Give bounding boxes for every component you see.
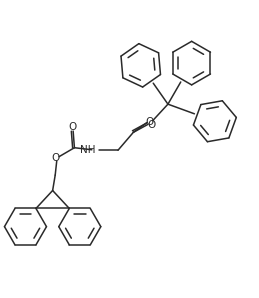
Text: O: O — [145, 117, 153, 127]
Text: O: O — [51, 153, 60, 163]
Text: O: O — [147, 120, 155, 130]
Text: NH: NH — [80, 145, 96, 155]
Text: O: O — [68, 122, 77, 132]
